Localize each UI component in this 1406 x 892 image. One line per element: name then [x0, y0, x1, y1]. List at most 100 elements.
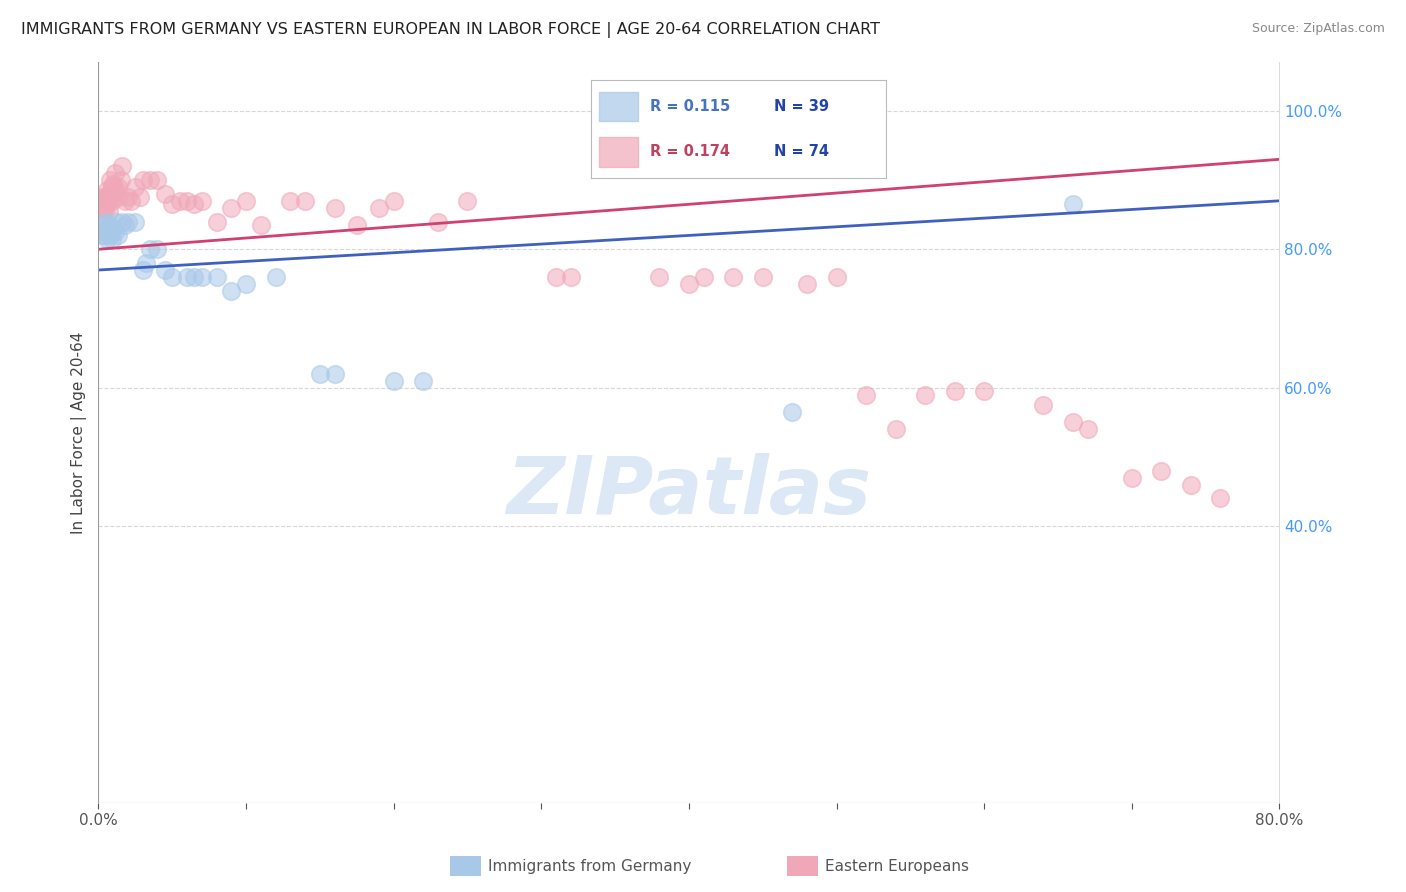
Point: [560, 269, 582, 284]
Text: Immigrants from Germany: Immigrants from Germany: [488, 859, 692, 873]
Point: [235, 277, 257, 291]
Point: [280, 194, 302, 208]
Point: [294, 194, 316, 208]
Point: [94, 214, 117, 228]
Text: Eastern Europeans: Eastern Europeans: [825, 859, 969, 873]
Point: [264, 269, 287, 284]
Point: [90, 201, 112, 215]
Text: IMMIGRANTS FROM GERMANY VS EASTERN EUROPEAN IN LABOR FORCE | AGE 20-64 CORRELATI: IMMIGRANTS FROM GERMANY VS EASTERN EUROP…: [21, 22, 880, 38]
Point: [169, 194, 191, 208]
Point: [1077, 422, 1099, 436]
Point: [1209, 491, 1232, 506]
Point: [221, 284, 243, 298]
Point: [117, 214, 139, 228]
Point: [96, 221, 118, 235]
Point: [98, 173, 121, 187]
Point: [176, 194, 198, 208]
Point: [100, 180, 122, 194]
Point: [323, 201, 346, 215]
Point: [97, 194, 120, 208]
Point: [162, 269, 183, 284]
Point: [98, 228, 121, 243]
Point: [97, 186, 120, 201]
Point: [105, 184, 128, 198]
Point: [114, 194, 136, 208]
Point: [128, 190, 150, 204]
Point: [94, 190, 117, 204]
Point: [368, 201, 391, 215]
Point: [205, 214, 228, 228]
Point: [323, 367, 346, 381]
Point: [382, 374, 405, 388]
Point: [546, 269, 568, 284]
Point: [93, 228, 115, 243]
Point: [943, 384, 966, 398]
Text: N = 39: N = 39: [773, 99, 828, 114]
Point: [457, 194, 479, 208]
Point: [346, 218, 368, 232]
Point: [107, 228, 129, 243]
Text: R = 0.115: R = 0.115: [650, 99, 730, 114]
Point: [100, 232, 122, 246]
Point: [124, 214, 146, 228]
Point: [93, 194, 115, 208]
Point: [309, 367, 332, 381]
Y-axis label: In Labor Force | Age 20-64: In Labor Force | Age 20-64: [72, 332, 87, 533]
Point: [678, 277, 700, 291]
Point: [96, 190, 118, 204]
Point: [105, 214, 128, 228]
Point: [153, 186, 176, 201]
Point: [94, 201, 117, 215]
Point: [796, 277, 818, 291]
Point: [132, 263, 155, 277]
Point: [124, 180, 146, 194]
Point: [782, 405, 804, 419]
Point: [139, 173, 162, 187]
Point: [884, 422, 907, 436]
Point: [97, 225, 120, 239]
Point: [93, 201, 115, 215]
Bar: [599, 137, 638, 167]
Point: [146, 242, 169, 256]
Point: [135, 256, 157, 270]
Point: [139, 242, 162, 256]
Point: [107, 180, 129, 194]
Point: [693, 269, 716, 284]
Point: [91, 204, 114, 219]
Point: [93, 218, 115, 232]
Point: [111, 214, 134, 228]
Point: [191, 269, 214, 284]
Point: [1180, 477, 1202, 491]
Point: [221, 201, 243, 215]
Bar: [599, 92, 638, 121]
Text: R = 0.174: R = 0.174: [650, 145, 730, 160]
Point: [98, 190, 121, 204]
Text: N = 74: N = 74: [773, 145, 828, 160]
Point: [91, 228, 114, 243]
Point: [91, 190, 114, 204]
Point: [114, 218, 136, 232]
Point: [825, 269, 848, 284]
Point: [103, 177, 125, 191]
Point: [111, 159, 134, 173]
Point: [1150, 464, 1173, 478]
Point: [162, 197, 183, 211]
Point: [914, 387, 936, 401]
Point: [96, 232, 118, 246]
Point: [146, 173, 169, 187]
Text: Source: ZipAtlas.com: Source: ZipAtlas.com: [1251, 22, 1385, 36]
Point: [108, 190, 131, 204]
Point: [183, 269, 205, 284]
Point: [103, 221, 125, 235]
Point: [153, 263, 176, 277]
Point: [117, 190, 139, 204]
Point: [104, 166, 127, 180]
Point: [176, 269, 198, 284]
Point: [1062, 197, 1084, 211]
Point: [96, 184, 118, 198]
Point: [104, 225, 127, 239]
Point: [235, 194, 257, 208]
Point: [648, 269, 671, 284]
Point: [752, 269, 775, 284]
Point: [973, 384, 995, 398]
